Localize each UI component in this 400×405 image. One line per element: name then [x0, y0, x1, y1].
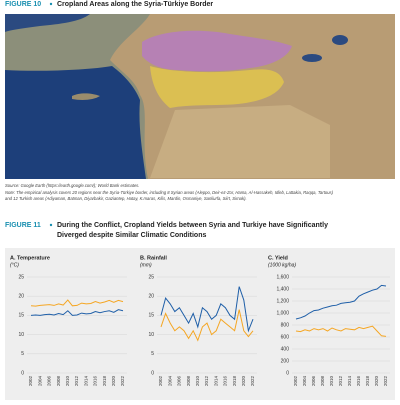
- line-series: [30, 309, 124, 316]
- x-tick-label: 2008: [186, 376, 191, 387]
- x-tick-label: 2012: [74, 376, 79, 387]
- y-tick-label: 1,400: [276, 286, 289, 292]
- x-tick-label: 2016: [356, 376, 361, 387]
- x-tick-label: 2018: [102, 376, 107, 387]
- x-tick-label: 2004: [37, 376, 42, 387]
- figure-title: Diverged despite Similar Climatic Condit…: [57, 232, 206, 239]
- chart-panel-background: [5, 248, 395, 400]
- x-tick-label: 2022: [250, 376, 255, 387]
- x-tick-label: 2020: [111, 376, 116, 387]
- map-turkey-region: [142, 30, 292, 72]
- source: Source: Google Earth (https://earth.goog…: [5, 183, 140, 188]
- y-tick-label: 5: [151, 351, 154, 357]
- x-tick-label: 2022: [120, 376, 125, 387]
- x-tick-label: 2010: [329, 376, 334, 387]
- note: and 12 Turkish areas (Adiyaman, Batman, …: [5, 196, 247, 201]
- y-tick-label: 25: [148, 274, 154, 280]
- x-tick-label: 2020: [374, 376, 379, 387]
- y-tick-label: 20: [148, 294, 154, 300]
- x-tick-label: 2016: [223, 376, 228, 387]
- bullet: [49, 223, 53, 227]
- panel-title: B. Rainfall: [140, 255, 167, 261]
- x-tick-label: 2010: [65, 376, 70, 387]
- x-tick-label: 2016: [93, 376, 98, 387]
- x-tick-label: 2018: [232, 376, 237, 387]
- x-tick-label: 2008: [56, 376, 61, 387]
- x-tick-label: 2006: [47, 376, 52, 387]
- figure-title: During the Conflict, Cropland Yields bet…: [57, 222, 328, 229]
- y-tick-label: 0: [286, 370, 289, 376]
- x-tick-label: 2012: [204, 376, 209, 387]
- y-tick-label: 1,000: [276, 310, 289, 316]
- x-tick-label: 2014: [83, 376, 88, 387]
- x-tick-label: 2004: [167, 376, 172, 387]
- map-sea: [5, 66, 146, 179]
- x-tick-label: 2010: [195, 376, 200, 387]
- x-tick-label: 2006: [177, 376, 182, 387]
- y-tick-label: 200: [281, 358, 290, 364]
- line-series: [295, 284, 387, 320]
- x-tick-label: 2002: [293, 376, 298, 387]
- y-tick-label: 0: [21, 370, 24, 376]
- map-syria-region: [150, 66, 284, 108]
- map-lake: [332, 35, 348, 45]
- map-island: [72, 93, 100, 100]
- map-lake: [302, 54, 322, 62]
- y-tick-label: 5: [21, 351, 24, 357]
- y-tick-label: 25: [18, 274, 24, 280]
- y-tick-label: 1,200: [276, 298, 289, 304]
- x-tick-label: 2018: [365, 376, 370, 387]
- x-tick-label: 2020: [241, 376, 246, 387]
- x-tick-label: 2014: [213, 376, 218, 387]
- line-series: [160, 286, 254, 333]
- x-tick-label: 2012: [338, 376, 343, 387]
- line-series: [160, 309, 254, 342]
- map-sea: [5, 14, 90, 32]
- panel-unit: (1000 kg/ha): [268, 262, 296, 268]
- y-tick-label: 10: [148, 332, 154, 338]
- y-tick-label: 800: [281, 322, 290, 328]
- panel-unit: (°C): [10, 262, 19, 268]
- x-tick-label: 2008: [320, 376, 325, 387]
- figure-label: FIGURE 10: [5, 1, 41, 8]
- x-tick-label: 2022: [383, 376, 388, 387]
- y-tick-label: 0: [151, 370, 154, 376]
- y-tick-label: 1,600: [276, 274, 289, 280]
- figure-label: FIGURE 11: [5, 222, 41, 229]
- panel-unit: (mm): [140, 262, 152, 268]
- y-tick-label: 15: [148, 313, 154, 319]
- note: Note: The empirical analysis covers 20 r…: [5, 190, 334, 195]
- y-tick-label: 400: [281, 346, 290, 352]
- map: [5, 14, 395, 179]
- y-tick-label: 600: [281, 334, 290, 340]
- line-series: [295, 325, 387, 337]
- x-tick-label: 2004: [302, 376, 307, 387]
- map-desert: [150, 105, 330, 178]
- y-tick-label: 15: [18, 313, 24, 319]
- panel-title: C. Yield: [268, 255, 288, 261]
- x-tick-label: 2014: [347, 376, 352, 387]
- bullet: [49, 2, 53, 6]
- y-tick-label: 10: [18, 332, 24, 338]
- x-tick-label: 2002: [158, 376, 163, 387]
- x-tick-label: 2002: [28, 376, 33, 387]
- line-series: [30, 299, 124, 307]
- y-tick-label: 20: [18, 294, 24, 300]
- figure-title: Cropland Areas along the Syria-Türkiye B…: [57, 1, 213, 8]
- panel-title: A. Temperature: [10, 255, 50, 261]
- x-tick-label: 2006: [311, 376, 316, 387]
